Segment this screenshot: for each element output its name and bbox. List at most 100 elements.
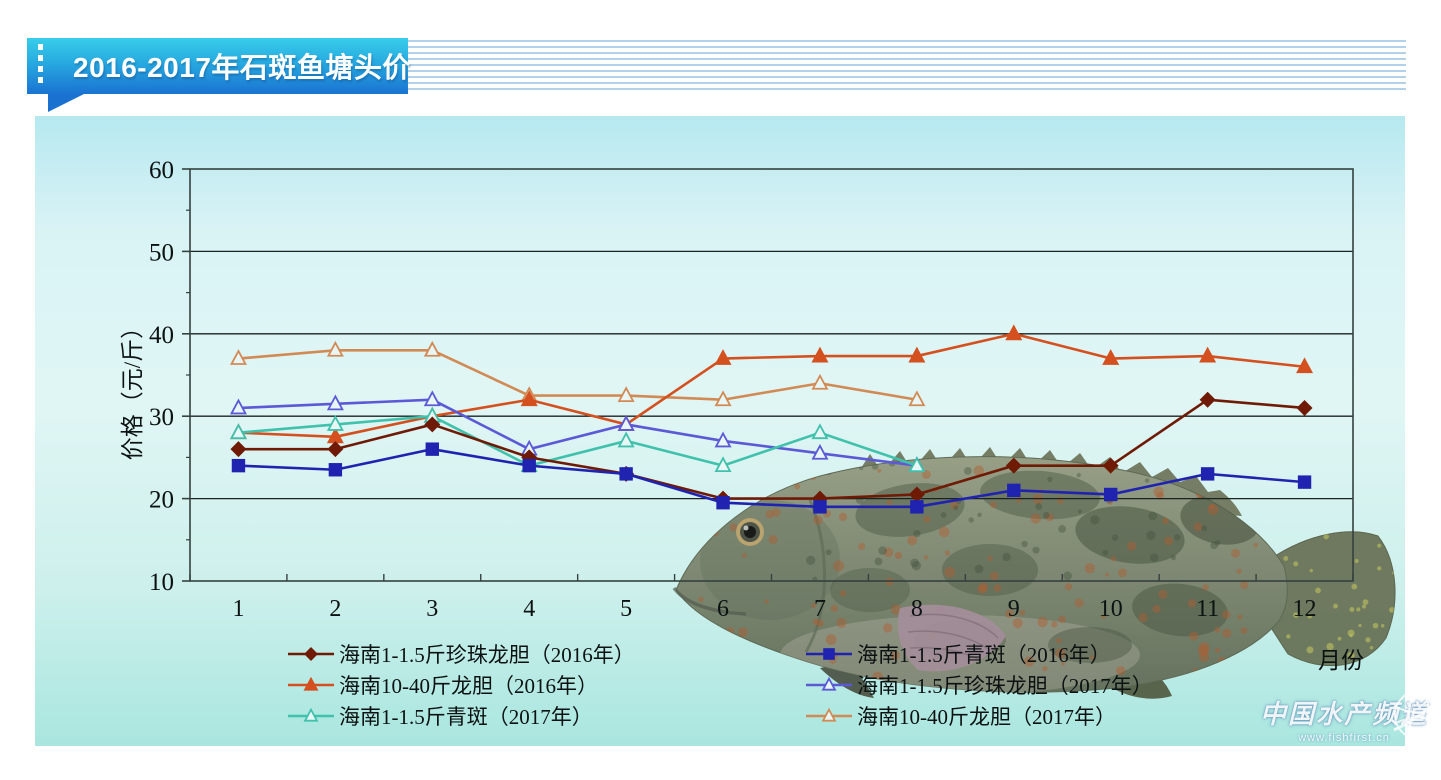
fish-spot [1214, 540, 1221, 546]
series-marker [1102, 457, 1119, 474]
fish-spot [830, 605, 838, 613]
fish-spot [974, 564, 984, 574]
fish-spot [1115, 665, 1126, 676]
fish-tail-spot [1326, 642, 1334, 651]
series-marker [1104, 487, 1118, 502]
fish-spot [1032, 546, 1040, 554]
series-marker [617, 386, 635, 403]
series-marker [811, 346, 829, 363]
fish-spot [1037, 616, 1048, 628]
fish-spot [836, 617, 847, 628]
series-marker [1199, 391, 1216, 408]
fish-tail-spot [1315, 587, 1321, 594]
legend-swatch-icon [806, 708, 852, 722]
fish-spot [890, 650, 900, 660]
fish-spot [1042, 665, 1048, 672]
fish-spot [806, 555, 816, 565]
fish-spot [890, 604, 902, 615]
series-marker [811, 423, 829, 440]
series-marker [811, 443, 829, 460]
fish-tail-spot [1380, 624, 1385, 628]
fish-spot [1187, 599, 1197, 608]
series-marker [910, 500, 924, 514]
fish-spot [923, 515, 931, 523]
series-marker [230, 441, 247, 458]
title-banner: 2016-2017年石斑鱼塘头价 [27, 38, 411, 94]
fish-spot [764, 599, 769, 604]
fish-spot [911, 561, 921, 571]
fish-spot [1058, 615, 1066, 624]
series-marker [1199, 346, 1217, 363]
fish-spot [1043, 512, 1050, 519]
fish-spot [993, 584, 1002, 592]
fish-spot [794, 483, 801, 490]
fish-spot [1222, 467, 1228, 473]
x-tick-label: 8 [911, 596, 923, 622]
series-4 [229, 406, 926, 473]
series-marker [327, 441, 344, 458]
fish-spot [1089, 655, 1095, 660]
fish-spot [883, 547, 894, 557]
fish-spot [1102, 549, 1109, 556]
fish-spot [1077, 509, 1083, 514]
fish-spot [1005, 609, 1014, 618]
fish-spot [1101, 614, 1106, 619]
x-tick-label: 6 [717, 596, 729, 622]
series-marker [229, 349, 247, 365]
series-marker [229, 398, 247, 415]
fish-spot [944, 566, 956, 578]
y-tick-label: 10 [149, 569, 174, 596]
x-axis-title: 月份 [1318, 648, 1364, 673]
y-axis-title: 价格（元/斤） [120, 315, 145, 461]
fish-tail-spot [1293, 561, 1299, 567]
legend-swatch-icon [288, 647, 334, 661]
fish-spot [1221, 610, 1231, 619]
fish-spot [754, 657, 765, 668]
fish-spot [1144, 478, 1150, 483]
series-marker [303, 708, 319, 722]
fish-spot [973, 465, 985, 476]
y-tick-label: 40 [149, 322, 174, 349]
fish-tail-spot [1362, 604, 1367, 609]
series-marker [908, 390, 926, 407]
x-tick-label: 3 [426, 596, 438, 622]
watermark-url: www.fishfirst.cn [1298, 732, 1390, 744]
fish-spot [977, 512, 982, 518]
x-tick-label: 10 [1099, 596, 1123, 622]
fish-spot [783, 660, 791, 669]
fish-spot [950, 500, 959, 510]
x-tick-label: 1 [232, 596, 244, 622]
fish-tail-spot [1351, 583, 1358, 590]
fish-spot [1263, 482, 1270, 490]
series-line [238, 348, 918, 402]
series-marker [617, 415, 635, 431]
x-tick-label: 5 [620, 596, 632, 622]
legend-label: 海南1-1.5斤青斑（2016年） [857, 643, 1111, 667]
fish-spot [1193, 522, 1203, 532]
fish-spot [1012, 618, 1023, 629]
fish-spot [924, 555, 929, 560]
page-title: 2016-2017年石斑鱼塘头价 [73, 52, 411, 83]
fish-spot [839, 590, 847, 597]
legend-label: 海南10-40斤龙胆（2017年） [857, 705, 1116, 729]
fish-spot [1056, 496, 1065, 504]
fish-spot [922, 470, 931, 479]
series-1 [231, 442, 1312, 514]
fish-spot [825, 634, 837, 646]
x-tick-label: 9 [1008, 596, 1020, 622]
fish-spot [987, 555, 993, 562]
fish-tail-spot [1356, 607, 1361, 612]
fish-spot [1240, 580, 1249, 590]
series-marker [1102, 349, 1120, 365]
legend-swatch-icon [288, 708, 334, 722]
fish-spot [813, 515, 823, 525]
fish-spot [1217, 656, 1227, 666]
fish-spot [1104, 572, 1110, 577]
fish-tail-spot [1309, 568, 1313, 573]
series-marker [714, 390, 732, 407]
fish-spot [738, 627, 748, 638]
grouper-fish-image [672, 447, 1396, 699]
fish-spot [697, 660, 704, 667]
series-line [238, 398, 1305, 500]
